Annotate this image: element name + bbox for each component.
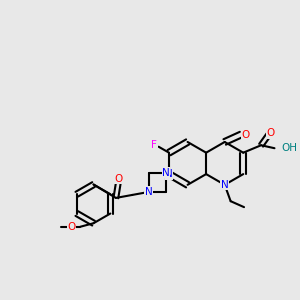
Text: O: O: [114, 174, 122, 184]
Text: N: N: [145, 187, 152, 197]
Text: O: O: [67, 222, 75, 232]
Text: OH: OH: [281, 143, 297, 153]
Text: O: O: [242, 130, 250, 140]
Text: N: N: [165, 169, 173, 179]
Text: N: N: [162, 168, 170, 178]
Text: O: O: [267, 128, 275, 138]
Text: F: F: [151, 140, 157, 150]
Text: N: N: [221, 180, 229, 190]
